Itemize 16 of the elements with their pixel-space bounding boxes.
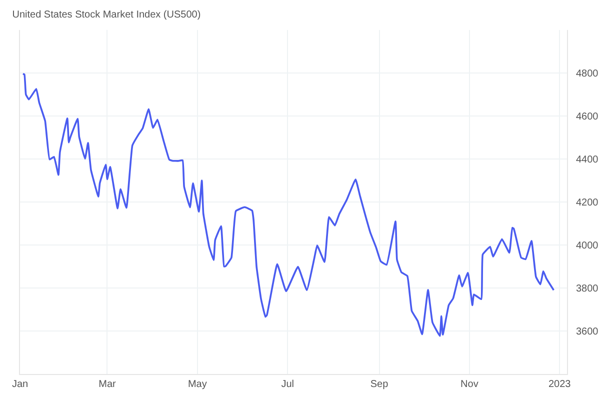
y-tick-label: 3600 xyxy=(576,326,599,338)
x-tick-label: Jul xyxy=(281,379,294,390)
line-series xyxy=(22,72,555,337)
x-tick-label: Sep xyxy=(370,379,389,390)
y-tick-label: 4800 xyxy=(576,68,599,80)
x-tick-label: Mar xyxy=(98,379,116,390)
x-tick-label: May xyxy=(188,379,207,390)
y-tick-label: 4000 xyxy=(576,240,599,252)
x-tick-label: 2023 xyxy=(548,379,572,390)
y-tick-label: 4200 xyxy=(576,198,599,208)
y-tick-label: 3800 xyxy=(576,284,599,294)
x-tick-label: Jan xyxy=(12,379,28,390)
y-tick-label: 4600 xyxy=(576,112,599,122)
x-tick-label: Nov xyxy=(460,379,478,390)
chart-title: United States Stock Market Index (US500) xyxy=(12,9,201,20)
y-tick-label: 4400 xyxy=(576,154,599,166)
